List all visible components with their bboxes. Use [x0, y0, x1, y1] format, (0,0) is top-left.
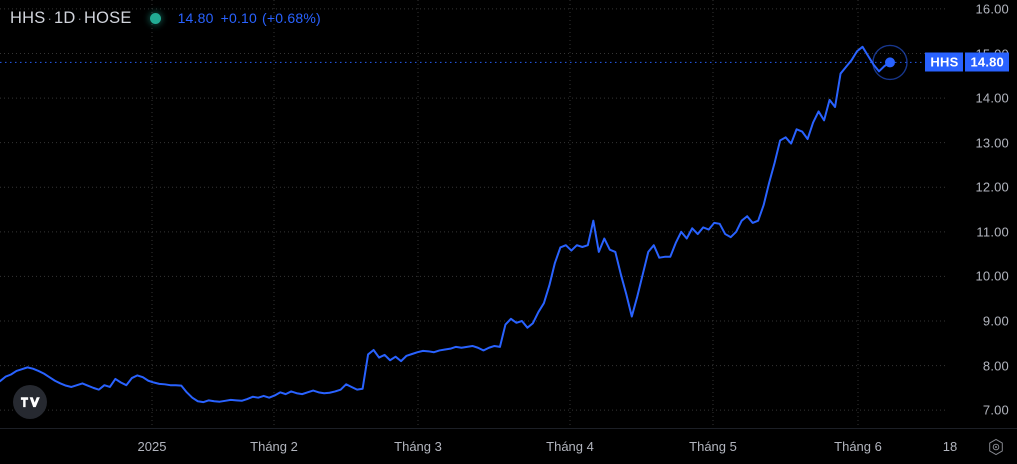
- symbol-interval: 1D: [53, 8, 76, 27]
- price-axis-tick: 14.00: [975, 90, 1009, 106]
- symbol-title[interactable]: HHS · 1D · HOSE: [10, 9, 132, 28]
- hexagon-gear-icon[interactable]: [987, 438, 1005, 456]
- price-change-value: +0.10: [220, 10, 258, 26]
- last-price-value: 14.80: [177, 10, 214, 26]
- quote-values: 14.80 +0.10 (+0.68%): [178, 10, 321, 26]
- price-axis-tick: 9.00: [982, 313, 1009, 329]
- time-axis-tick: Tháng 3: [394, 439, 442, 454]
- time-axis-tick: Tháng 2: [250, 439, 298, 454]
- last-price-badge[interactable]: HHS 14.80: [925, 52, 1009, 72]
- chart-legend[interactable]: HHS · 1D · HOSE 14.80 +0.10 (+0.68%): [10, 6, 321, 30]
- title-separator-2: ·: [77, 10, 82, 26]
- time-axis-tick: Tháng 5: [689, 439, 737, 454]
- price-axis[interactable]: HHS 14.80 16.0015.0014.0013.0012.0011.00…: [925, 0, 1017, 428]
- price-badge-value: 14.80: [965, 52, 1009, 72]
- horizontal-gridlines: [0, 8, 947, 411]
- price-axis-tick: 13.00: [975, 135, 1009, 151]
- symbol-ticker: HHS: [10, 8, 46, 27]
- price-badge-symbol: HHS: [925, 52, 964, 72]
- price-axis-tick: 7.00: [982, 402, 1009, 418]
- time-axis[interactable]: 2025 Tháng 2 Tháng 3 Tháng 4 Tháng 5 Tháng 6 1…: [0, 428, 1017, 464]
- vertical-gridlines: [151, 0, 859, 428]
- last-point-pulse-ring: [872, 44, 908, 81]
- chart-plot-area[interactable]: [0, 0, 947, 428]
- tradingview-logo[interactable]: [13, 385, 47, 419]
- symbol-exchange: HOSE: [84, 8, 132, 27]
- time-axis-tick: 18: [942, 439, 958, 454]
- time-axis-tick: 2025: [137, 439, 167, 454]
- price-axis-tick: 11.00: [976, 224, 1009, 240]
- price-series-line: [0, 45, 891, 404]
- price-axis-tick: 10.00: [975, 268, 1009, 284]
- title-separator-1: ·: [47, 10, 52, 26]
- price-change-percent: (+0.68%): [262, 10, 321, 26]
- price-axis-tick: 16.00: [975, 1, 1009, 17]
- time-axis-tick: Tháng 4: [546, 439, 594, 454]
- market-status-dot-icon[interactable]: [149, 12, 161, 24]
- price-axis-tick: 8.00: [982, 358, 1009, 374]
- price-axis-tick: 12.00: [975, 179, 1009, 195]
- time-axis-tick: Tháng 6: [834, 439, 882, 454]
- last-point-marker: [885, 57, 895, 68]
- price-line-chart: [0, 0, 947, 428]
